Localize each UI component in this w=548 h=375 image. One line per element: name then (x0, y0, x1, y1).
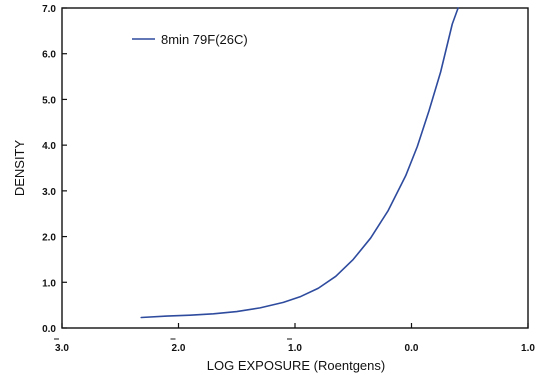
y-tick-label: 3.0 (42, 187, 56, 198)
y-axis-title: DENSITY (12, 140, 27, 197)
y-tick-label: 0.0 (42, 324, 56, 335)
plot-area (61, 7, 529, 329)
x-tick-label: 1.0 (288, 343, 302, 354)
y-tick-label: 7.0 (42, 4, 56, 15)
x-tick-label: 0.0 (405, 343, 419, 354)
y-tick-label: 2.0 (42, 233, 56, 244)
legend: 8min 79F(26C) (132, 32, 248, 47)
series-layer (140, 7, 459, 319)
y-tick-label: 4.0 (42, 141, 56, 152)
x-tick-label: 2.0 (172, 343, 186, 354)
x-axis-title: LOG EXPOSURE (Roentgens) (207, 358, 385, 373)
x-tick-label: 3.0 (55, 343, 69, 354)
series-line-0 (140, 7, 459, 319)
y-tick-label: 1.0 (42, 278, 56, 289)
legend-label: 8min 79F(26C) (161, 32, 248, 47)
y-axis-ticks: 0.0 1.0 2.0 3.0 4.0 5.0 6.0 7.0 (42, 4, 67, 335)
x-tick-label: 1.0 (521, 343, 535, 354)
x-axis-ticks: 3.0 2.0 1.0 0.0 1.0 (54, 323, 535, 354)
y-tick-label: 6.0 (42, 50, 56, 61)
y-tick-label: 5.0 (42, 95, 56, 106)
